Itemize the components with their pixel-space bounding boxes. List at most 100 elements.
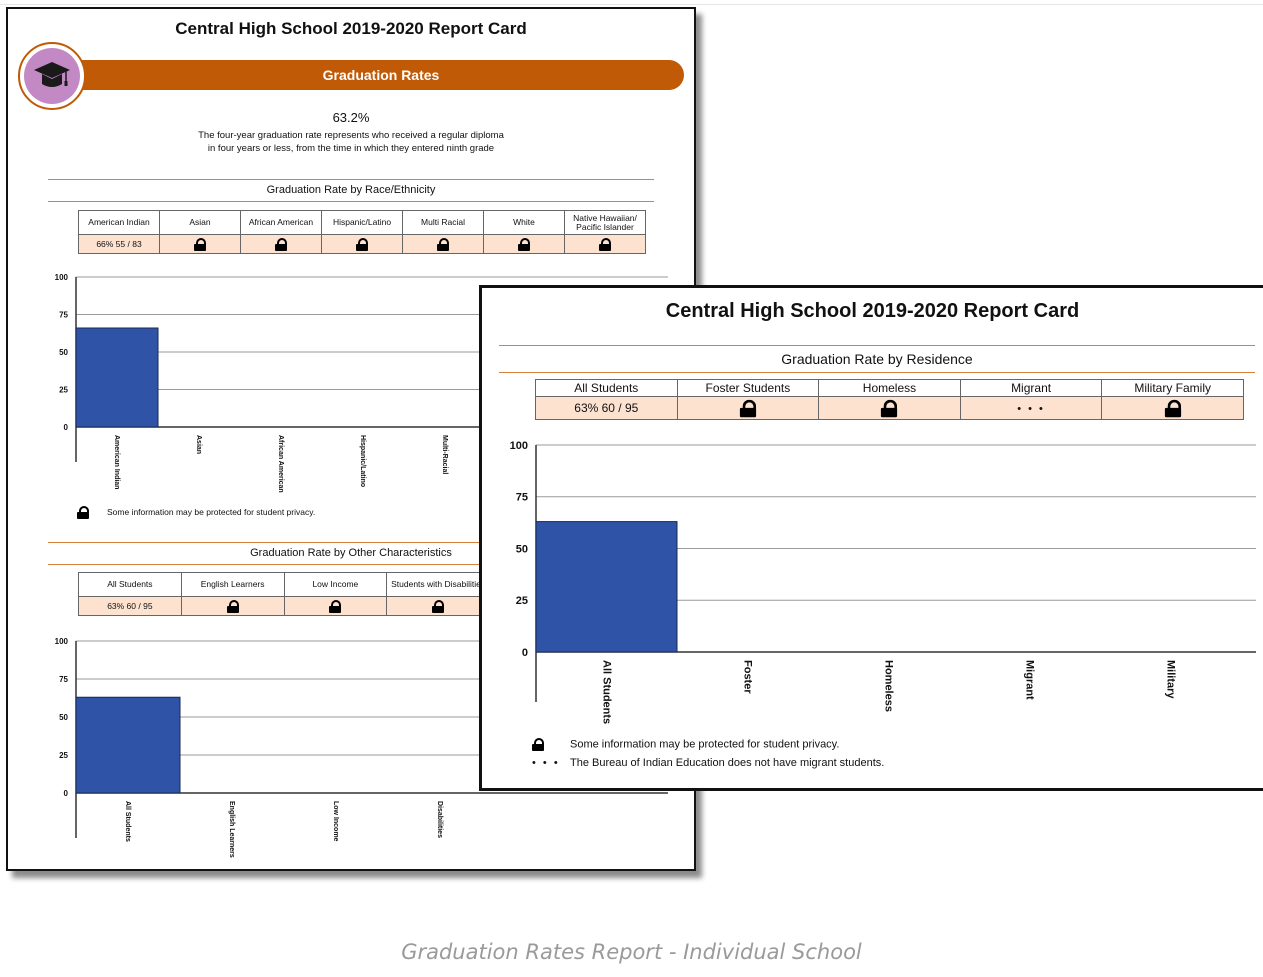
column-header: All Students xyxy=(535,379,678,397)
column-header: Migrant xyxy=(959,379,1103,397)
lock-icon xyxy=(275,237,287,251)
column-header: Multi Racial xyxy=(402,210,484,235)
category-label: Low Income xyxy=(332,801,339,842)
column-header: Native Hawaiian/ Pacific Islander xyxy=(564,210,646,235)
category-label: Homeless xyxy=(883,660,895,712)
value-cell: 66% 55 / 83 xyxy=(78,234,160,254)
privacy-note: Some information may be protected for st… xyxy=(532,738,839,751)
category-label: Disabilities xyxy=(436,801,443,838)
column-header: English Learners xyxy=(180,572,285,597)
bar xyxy=(535,521,678,653)
lock-icon xyxy=(1164,399,1181,418)
y-tick-label: 100 xyxy=(55,273,69,282)
category-label: Foster xyxy=(742,660,754,694)
protected-value-cell xyxy=(483,234,565,254)
column-header: White xyxy=(483,210,565,235)
value-cell: 63% 60 / 95 xyxy=(535,396,678,420)
lock-icon xyxy=(518,237,530,251)
category-label: Asian xyxy=(195,435,202,454)
protected-value-cell xyxy=(1101,396,1244,420)
y-tick-label: 25 xyxy=(59,751,68,760)
dots-icon: • • • xyxy=(1017,403,1045,415)
dots-icon: • • • xyxy=(532,757,560,769)
category-label: Military xyxy=(1165,660,1177,699)
y-tick-label: 75 xyxy=(59,675,68,684)
lock-icon xyxy=(329,599,342,613)
column-header: Homeless xyxy=(818,379,961,397)
y-tick-label: 0 xyxy=(64,423,69,432)
protected-value-cell xyxy=(818,396,961,420)
y-tick-label: 100 xyxy=(510,440,528,452)
protected-value-cell xyxy=(676,396,820,420)
column-header: Low Income xyxy=(283,572,388,597)
y-tick-label: 75 xyxy=(516,492,528,504)
lock-icon xyxy=(599,237,611,251)
race-chart: 100 75 50 25 0 American Indian Asian African Am… xyxy=(38,265,678,495)
report-card-page-2: Central High School 2019-2020 Report Car… xyxy=(479,285,1263,791)
column-header: Students with Disabilities xyxy=(386,572,490,597)
lock-icon xyxy=(437,237,449,251)
column-header: Asian xyxy=(159,210,241,235)
lock-icon xyxy=(881,399,898,418)
column-header: American Indian xyxy=(78,210,160,235)
protected-value-cell xyxy=(159,234,241,254)
top-divider xyxy=(0,4,1263,5)
residence-section-heading: Graduation Rate by Residence xyxy=(499,345,1255,373)
protected-value-cell xyxy=(240,234,322,254)
residence-chart: 100 75 50 25 0 All Students Foster Homeless Migr… xyxy=(502,433,1262,733)
y-tick-label: 25 xyxy=(59,385,68,394)
y-tick-label: 50 xyxy=(516,543,528,555)
report-title: Central High School 2019-2020 Report Car… xyxy=(665,300,1080,322)
column-header: Foster Students xyxy=(676,379,820,397)
residence-table: All Students Foster Students Homeless Migra… xyxy=(535,379,1244,420)
category-label: African American xyxy=(277,435,284,493)
category-label: English Learners xyxy=(228,801,235,858)
graduation-cap-icon xyxy=(34,62,70,87)
protected-value-cell xyxy=(283,596,388,616)
lock-icon xyxy=(356,237,368,251)
race-section-heading: Graduation Rate by Race/Ethnicity xyxy=(48,179,654,202)
value-cell: 63% 60 / 95 xyxy=(78,596,182,616)
other-table: All Students English Learners Low Income St… xyxy=(78,572,490,616)
category-label: American Indian xyxy=(113,435,120,489)
column-header: African American xyxy=(240,210,322,235)
column-header: Hispanic/Latino xyxy=(321,210,403,235)
not-applicable-cell: • • • xyxy=(959,396,1103,420)
lock-icon xyxy=(739,399,756,418)
report-title: Central High School 2019-2020 Report Car… xyxy=(175,19,527,38)
other-section-heading: Graduation Rate by Other Characteristics xyxy=(48,542,654,565)
race-table: American Indian Asian African American Hisp… xyxy=(78,210,646,254)
protected-value-cell xyxy=(180,596,285,616)
category-label: All Students xyxy=(124,801,131,842)
category-label: Hispanic/Latino xyxy=(359,435,366,487)
protected-value-cell xyxy=(321,234,403,254)
bar-chart: 100 75 50 25 0 American Indian Asian African Am… xyxy=(55,273,668,493)
category-label: All Students xyxy=(601,660,613,724)
bar-chart: 100 75 50 25 0 All Students Foster Homeless Migr… xyxy=(510,440,1256,724)
lock-icon xyxy=(194,237,206,251)
column-header: Military Family xyxy=(1101,379,1244,397)
protected-value-cell xyxy=(564,234,646,254)
migrant-note: • • • The Bureau of Indian Education does… xyxy=(532,757,885,769)
section-banner: Graduation Rates xyxy=(78,60,684,90)
y-tick-label: 75 xyxy=(59,310,68,319)
graduation-rate-description: The four-year graduation rate represents… xyxy=(198,130,504,154)
bar xyxy=(75,696,181,794)
figure-caption: Graduation Rates Report - Individual Sch… xyxy=(401,940,862,964)
y-tick-label: 0 xyxy=(64,789,69,798)
column-header: All Students xyxy=(78,572,182,597)
graduation-badge xyxy=(18,42,86,110)
protected-value-cell xyxy=(386,596,490,616)
lock-icon xyxy=(226,599,239,613)
bar xyxy=(75,327,159,428)
privacy-note: Some information may be protected for st… xyxy=(77,506,315,519)
y-tick-label: 100 xyxy=(55,637,69,646)
lock-icon xyxy=(432,599,445,613)
y-tick-label: 50 xyxy=(59,713,68,722)
category-label: Multi-Racial xyxy=(441,435,448,474)
y-tick-label: 50 xyxy=(59,348,68,357)
lock-icon xyxy=(77,506,89,519)
category-label: Migrant xyxy=(1024,660,1036,700)
y-tick-label: 25 xyxy=(516,595,528,607)
y-tick-label: 0 xyxy=(522,647,528,659)
